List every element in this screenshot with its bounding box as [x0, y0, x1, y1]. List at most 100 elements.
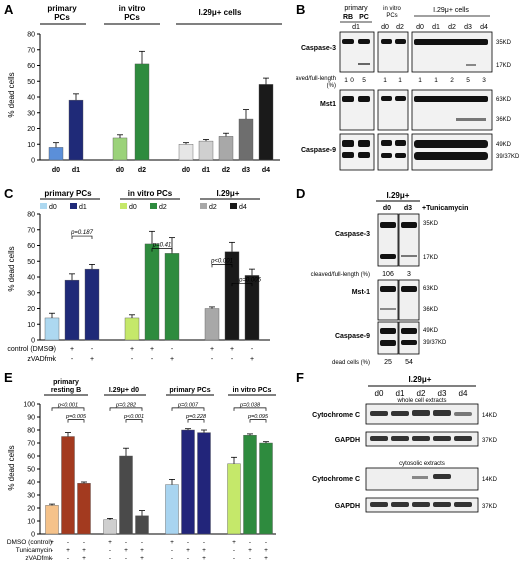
x-tick-label: d1 [72, 167, 80, 174]
y-tick-label: 20 [27, 506, 35, 513]
cleaved-value: 1 [434, 77, 438, 84]
y-tick-label: 70 [27, 441, 35, 448]
condition-label-zvadfmk: zVADfmk [25, 555, 52, 562]
group-title-in-vitro-2: PCs [386, 13, 397, 19]
bar [181, 429, 195, 535]
p-value: p=0.007 [177, 402, 199, 408]
cleaved-label-unit: (%) [327, 83, 336, 89]
lane-label: d4 [459, 389, 468, 398]
condition-sign: + [108, 539, 112, 546]
condition-sign: - [51, 555, 53, 562]
y-tick-label: 80 [27, 32, 35, 39]
condition-sign: + [264, 555, 268, 562]
condition-sign: + [50, 346, 54, 353]
condition-sign: - [249, 555, 251, 562]
panel-label-a: A [4, 2, 14, 17]
lane-label: d2 [417, 389, 426, 398]
panel-label-b: B [296, 2, 306, 17]
lane-label: d3 [438, 389, 447, 398]
condition-sign: + [150, 346, 154, 353]
condition-sign: - [141, 539, 143, 546]
x-tick-label: d0 [52, 167, 60, 174]
kd-49: 49KD [423, 328, 439, 334]
condition-sign: + [140, 555, 144, 562]
y-tick-label: 40 [27, 275, 35, 282]
significance-bracket [67, 419, 85, 423]
row-label-caspase-9: Caspase-9 [335, 333, 370, 340]
significance-bracket [125, 419, 143, 423]
whole-cell-extracts-label: whole cell extracts [396, 398, 446, 404]
title-line: primary [47, 4, 77, 13]
p-value: p=0.187 [70, 230, 94, 236]
tunicamycin-label: +Tunicamycin [422, 205, 468, 212]
significance-bracket [71, 235, 93, 240]
group-title-in-vitro-pcs: in vitro PCs [233, 387, 272, 394]
significance-bracket [249, 419, 267, 423]
condition-sign: - [187, 555, 189, 562]
p-value: p=0.038 [239, 402, 261, 408]
group-title-i29: I.29μ+ cells [433, 7, 469, 14]
panel-c-bar-chart: primary PCs in vitro PCs I.29μ+ d0 d1 d0 d2… [7, 189, 270, 363]
legend-label: d2 [159, 204, 167, 211]
condition-sign: + [82, 547, 86, 554]
y-tick-label: 100 [23, 402, 35, 409]
kd-39-37: 39/37KD [423, 340, 447, 346]
y-tick-label: 60 [27, 454, 35, 461]
condition-sign: + [202, 555, 206, 562]
condition-sign: - [233, 555, 235, 562]
bar [144, 243, 160, 341]
bar [44, 317, 60, 341]
row-label-mst1: Mst1 [320, 101, 336, 108]
kd-63: 63KD [496, 97, 512, 103]
condition-sign: - [51, 547, 53, 554]
condition-label-zvadfmk: zVADfmk [27, 356, 56, 363]
panel-b-svg: primary RB PC d1 in vitro PCs I.29μ+ cel… [288, 5, 520, 171]
bar [164, 253, 180, 341]
p-value: p<0.001 [123, 414, 144, 420]
blot-casp9-invitro [377, 133, 409, 171]
dead-value-d0: 25 [384, 359, 392, 366]
y-tick-label: 0 [31, 338, 35, 345]
panel-d-western-blot: I.29μ+ d0 d3 +Tunicamycin Caspase-3 Mst-… [311, 191, 469, 366]
condition-sign: - [265, 539, 267, 546]
title-line: in vitro [119, 4, 146, 13]
condition-sign: - [187, 539, 189, 546]
condition-sign: - [211, 356, 214, 363]
row-label-caspase-9: Caspase-9 [301, 147, 336, 154]
lane-label: d2 [396, 24, 404, 31]
cleaved-value: 5 [362, 77, 366, 84]
condition-sign: - [109, 555, 111, 562]
kd-49: 49KD [496, 142, 512, 148]
p-value: p=0.005 [238, 277, 262, 283]
condition-sign: - [71, 356, 74, 363]
legend-label: d1 [79, 204, 87, 211]
y-tick-label: 50 [27, 467, 35, 474]
y-tick-label: 10 [27, 519, 35, 526]
panel-a-bar-chart: primary PCs in vitro PCs I.29μ+ cells % de… [7, 4, 282, 174]
title-line: PCs [124, 13, 140, 22]
y-tick-label: 30 [27, 290, 35, 297]
group-title-resting-b-2: resting B [51, 387, 81, 394]
panel-f-western-blot: I.29μ+ d0 d1 d2 d3 d4 whole cell extracts cy… [312, 375, 498, 513]
condition-sign: + [250, 356, 254, 363]
group-title-in-vitro-pcs: in vitro PCs [128, 189, 173, 198]
condition-sign: - [249, 539, 251, 546]
cleaved-value: 1 [383, 77, 387, 84]
row-label-cytochrome-c: Cytochrome C [312, 412, 360, 419]
legend-swatch [150, 203, 157, 209]
blot-casp3-primary [339, 31, 375, 73]
lane-label: d0 [416, 24, 424, 31]
bar [227, 463, 241, 535]
p-value: p=0.228 [185, 414, 207, 420]
y-tick-label: 40 [27, 95, 35, 102]
p-value: p=0.095 [247, 414, 269, 420]
lane-label: d0 [375, 389, 384, 398]
y-tick-label: 0 [31, 532, 35, 539]
kd-36: 36KD [496, 117, 512, 123]
p-value: p<0.001 [57, 402, 78, 408]
lane-label: d4 [480, 24, 488, 31]
condition-sign: + [170, 539, 174, 546]
group-title-i29-cells: I.29μ+ cells [199, 8, 242, 17]
y-tick-label: 10 [27, 142, 35, 149]
legend-swatch [230, 203, 237, 209]
